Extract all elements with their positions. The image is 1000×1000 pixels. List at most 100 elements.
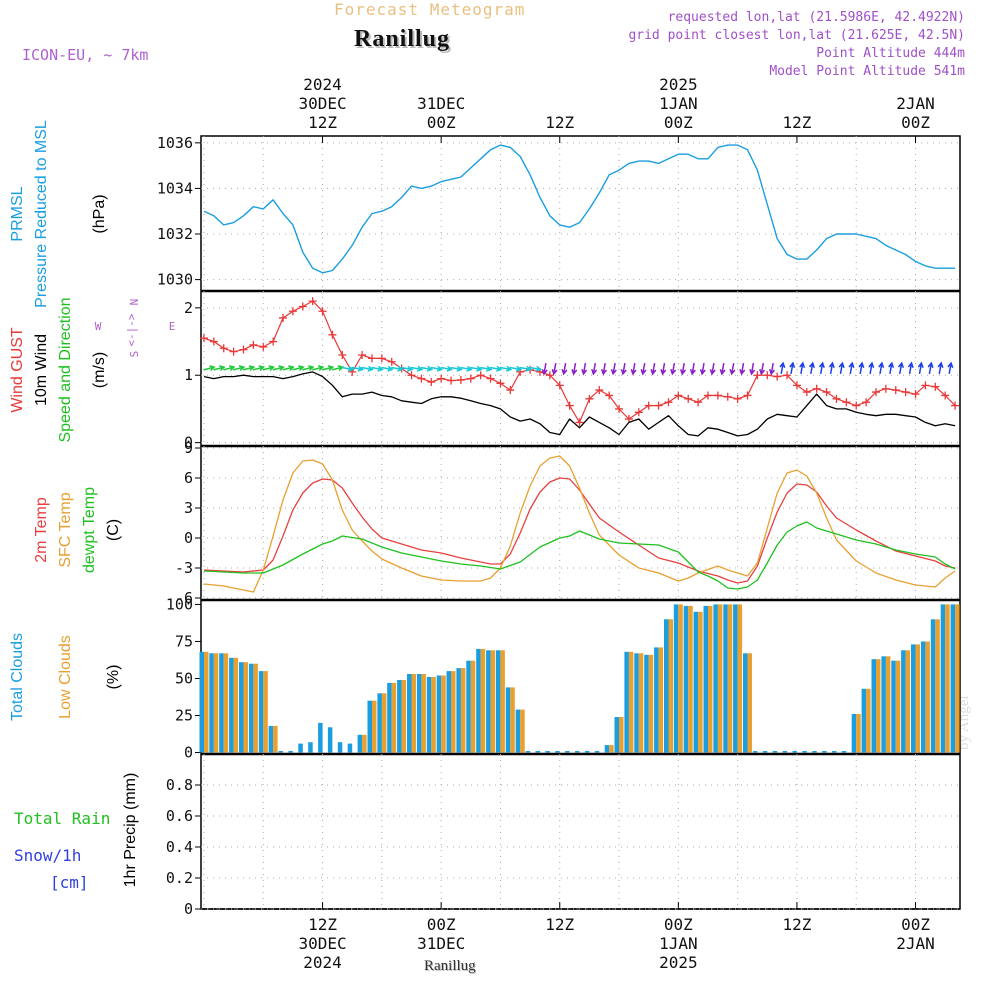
rain-legend-label: Total Rain <box>14 809 110 828</box>
gust-marker <box>318 307 327 316</box>
gust-marker <box>713 391 722 400</box>
gust-marker <box>259 342 268 351</box>
total-cloud-bar <box>476 648 481 753</box>
total-cloud-bar <box>664 619 669 753</box>
wind-direction-arrow <box>480 365 493 372</box>
low-cloud-bar <box>866 688 871 753</box>
gust-marker <box>476 371 485 380</box>
y-tick-label: 3 <box>184 499 193 517</box>
bottom-time-label: 00Z <box>901 915 930 934</box>
gust-marker <box>852 401 861 410</box>
wind-direction-arrow <box>499 365 513 372</box>
gust-marker <box>891 386 900 395</box>
total-cloud-bar <box>278 751 283 753</box>
wind-direction-arrow <box>838 361 845 375</box>
wind-direction-arrow <box>410 365 424 372</box>
wind-direction-arrow <box>848 361 855 375</box>
compass-cross: <-|-> <box>125 313 138 346</box>
low-cloud-bar <box>243 662 248 753</box>
temp-sfc-label: SFC Temp <box>57 492 74 567</box>
gust-marker <box>654 401 663 410</box>
total-cloud-bar <box>930 619 936 753</box>
gust-marker <box>496 379 505 388</box>
low-cloud-bar <box>737 604 743 753</box>
gust-marker <box>674 391 683 400</box>
total-cloud-bar <box>367 700 372 753</box>
total-cloud-bar <box>327 727 333 753</box>
total-cloud-bar <box>743 653 748 753</box>
precip-axis-label: 1hr Precip (mm) <box>122 773 139 888</box>
gust-marker <box>723 392 732 401</box>
total-cloud-bar <box>288 751 293 753</box>
y-tick-label: 9 <box>184 439 193 457</box>
low-cloud-bar <box>895 660 901 753</box>
bottom-time-label: 12Z <box>782 915 811 934</box>
pressure-label-prmsl: PRMSL <box>9 186 26 241</box>
gust-marker <box>486 374 495 383</box>
wind-direction-arrow <box>440 365 454 372</box>
wind-direction-arrow <box>529 365 543 372</box>
gust-marker <box>753 371 762 380</box>
top-time-label: 31DEC <box>417 94 465 113</box>
y-tick-label: 0.6 <box>166 807 193 825</box>
gust-marker <box>694 398 703 407</box>
wind-direction-arrow <box>460 365 473 372</box>
wind-direction-arrow <box>600 362 607 376</box>
y-tick-label: 0 <box>184 744 193 762</box>
low-cloud-bar <box>727 604 733 753</box>
location-name: Ranillug <box>354 26 451 52</box>
y-tick-label: -6 <box>175 589 193 607</box>
wind-10m-label: 10m Wind <box>33 334 50 406</box>
wind-direction-arrow <box>888 361 895 375</box>
total-cloud-bar <box>911 644 916 753</box>
wind-direction-arrow <box>749 362 756 376</box>
compass-west: W <box>95 320 102 333</box>
total-cloud-bar <box>515 709 521 753</box>
wind-direction-arrow <box>223 365 236 372</box>
gust-marker <box>634 408 643 417</box>
gust-marker <box>743 391 752 400</box>
wind-direction-arrow <box>947 361 954 375</box>
gust-marker <box>308 297 317 306</box>
wind-direction-arrow <box>450 365 463 372</box>
low-cloud-bar <box>213 653 219 753</box>
total-cloud-bar <box>505 687 511 753</box>
gust-marker <box>881 384 890 393</box>
wind-direction-arrow <box>679 362 686 376</box>
total-cloud-bar <box>733 604 738 753</box>
wind-direction-arrow <box>660 362 667 376</box>
gust-marker <box>545 371 554 380</box>
gust-marker <box>911 390 920 399</box>
low-cloud-bar <box>451 671 456 753</box>
low-cloud-bar <box>401 680 407 753</box>
low-cloud-bar <box>372 700 377 753</box>
temp-unit-label: (C) <box>105 519 122 541</box>
pressure-unit-label: (hPa) <box>91 194 108 233</box>
wind-speed-line <box>203 371 956 437</box>
low-cloud-bar <box>876 659 881 753</box>
gust-marker <box>615 404 624 413</box>
low-cloud-bar <box>638 653 644 753</box>
gust-marker <box>773 372 782 381</box>
bottom-time-label: 1JAN <box>659 934 698 953</box>
wind-direction-arrow <box>561 362 568 376</box>
gust-marker <box>862 398 871 407</box>
total-cloud-bar <box>268 725 274 753</box>
wind-direction-arrow <box>489 365 503 372</box>
low-cloud-bar <box>431 677 436 753</box>
gust-marker <box>447 376 456 385</box>
gust-marker <box>456 375 465 384</box>
total-cloud-bar <box>436 675 442 753</box>
total-cloud-bar <box>308 742 313 753</box>
wind-direction-arrow <box>292 365 305 372</box>
gust-line <box>203 300 956 423</box>
top-time-label: 00Z <box>901 113 930 132</box>
wind-direction-arrow <box>551 362 558 376</box>
y-tick-label: 50 <box>175 669 193 687</box>
gust-marker <box>407 371 416 380</box>
total-cloud-bar <box>199 651 204 753</box>
total-cloud-bar <box>752 751 758 753</box>
wind-direction-arrow <box>828 361 835 375</box>
chart-title: Forecast Meteogram <box>334 0 526 19</box>
wind-direction-arrow <box>430 365 444 372</box>
